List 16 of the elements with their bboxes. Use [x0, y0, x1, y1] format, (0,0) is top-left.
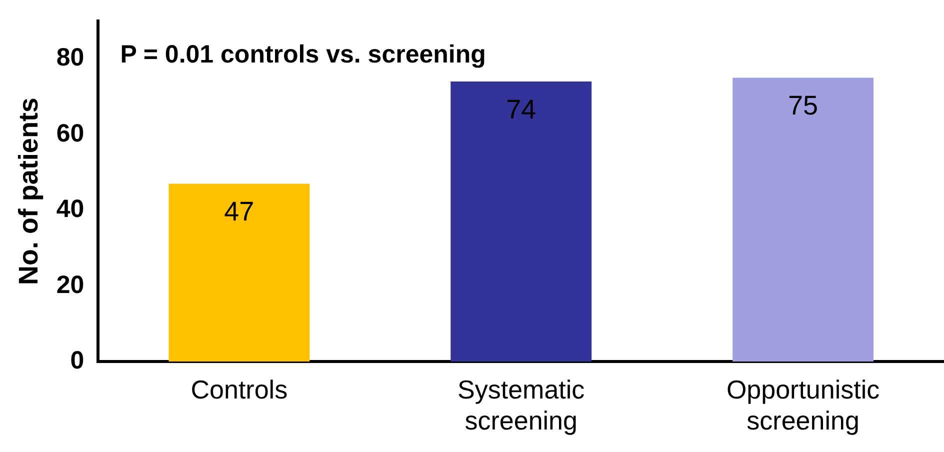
y-tick-label: 0: [70, 346, 84, 374]
y-tick-label: 40: [56, 195, 84, 224]
bar: [450, 82, 592, 362]
y-axis-title: No. of patients: [14, 98, 44, 286]
x-tick-label: Controls: [190, 374, 288, 404]
data-label: 74: [506, 94, 536, 125]
annotation: P = 0.01 controls vs. screening: [120, 40, 486, 68]
y-tick-label: 60: [56, 119, 84, 148]
data-label: 47: [224, 196, 254, 227]
bar: [732, 78, 874, 362]
x-tick-label: Systematic screening: [458, 374, 585, 436]
data-label: 75: [788, 90, 818, 121]
y-tick-label: 20: [56, 270, 84, 299]
y-tick-label: 80: [56, 44, 84, 72]
x-tick-label: Opportunistic screening: [726, 374, 880, 436]
bar: [168, 184, 310, 362]
